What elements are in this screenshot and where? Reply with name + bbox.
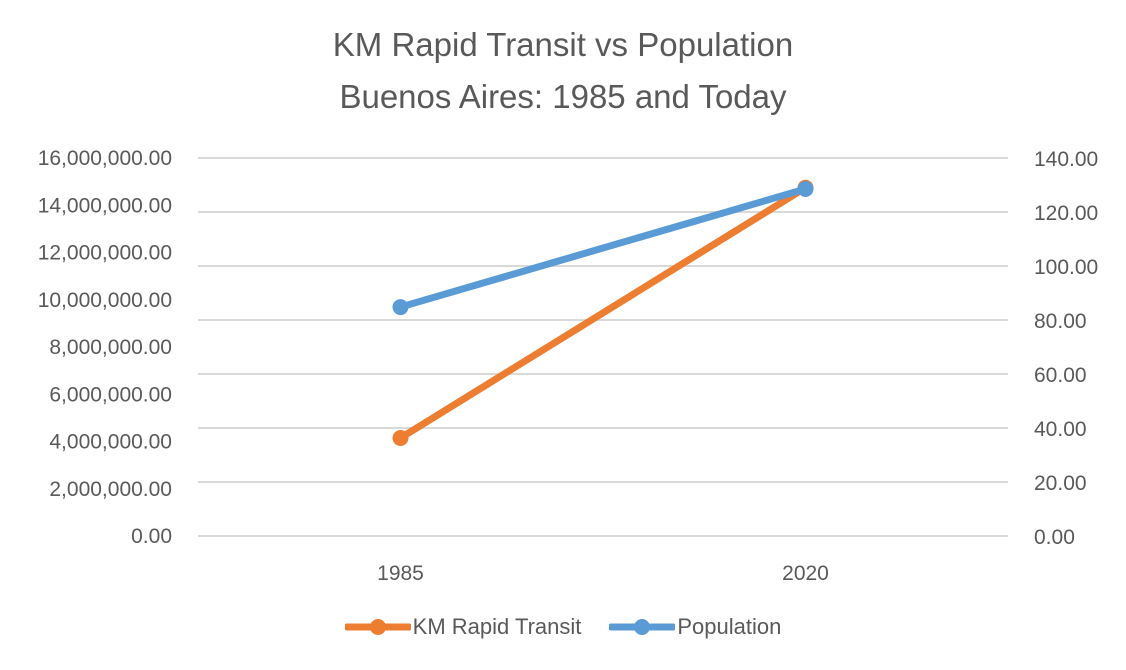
- legend: KM Rapid Transit Population: [0, 614, 1126, 640]
- left-axis-tick-label: 8,000,000.00: [49, 336, 172, 359]
- right-axis-tick-label: 0.00: [1034, 526, 1075, 549]
- data-point-population: [797, 180, 814, 197]
- data-point-km-rapid-transit: [392, 429, 409, 446]
- left-axis-tick-label: 10,000,000.00: [38, 289, 172, 312]
- chart-title-line-2: Buenos Aires: 1985 and Today: [339, 78, 787, 115]
- legend-marker-population: [609, 619, 676, 635]
- series-line-population: [397, 185, 809, 311]
- x-axis-tick-label: 2020: [782, 562, 829, 585]
- left-axis-tick-label: 14,000,000.00: [38, 194, 172, 217]
- right-axis-tick-label: 80.00: [1034, 310, 1087, 333]
- left-axis-tick-label: 4,000,000.00: [49, 431, 172, 454]
- legend-item-population: Population: [609, 614, 781, 640]
- right-axis-tick-label: 140.00: [1034, 148, 1098, 171]
- left-axis-tick-label: 16,000,000.00: [38, 147, 172, 170]
- left-axis-tick-label: 6,000,000.00: [49, 383, 172, 406]
- data-point-population: [392, 299, 409, 316]
- left-axis-tick-label: 2,000,000.00: [49, 478, 172, 501]
- x-axis-tick-label: 1985: [377, 562, 424, 585]
- legend-item-km-rapid-transit: KM Rapid Transit: [344, 614, 582, 640]
- series-line-km-rapid-transit: [397, 184, 809, 442]
- legend-label-population: Population: [677, 614, 782, 639]
- legend-label-km-rapid-transit: KM Rapid Transit: [412, 614, 582, 639]
- chart-title-line-1: KM Rapid Transit vs Population: [332, 26, 794, 63]
- right-axis-tick-label: 20.00: [1034, 472, 1087, 495]
- right-axis-tick-label: 100.00: [1034, 256, 1098, 279]
- left-axis-tick-label: 12,000,000.00: [38, 242, 172, 265]
- right-axis-tick-label: 120.00: [1034, 202, 1098, 225]
- legend-marker-km-rapid-transit: [344, 619, 411, 635]
- right-axis-tick-label: 60.00: [1034, 364, 1087, 387]
- left-axis-tick-label: 0.00: [131, 525, 172, 548]
- right-axis-tick-label: 40.00: [1034, 418, 1087, 441]
